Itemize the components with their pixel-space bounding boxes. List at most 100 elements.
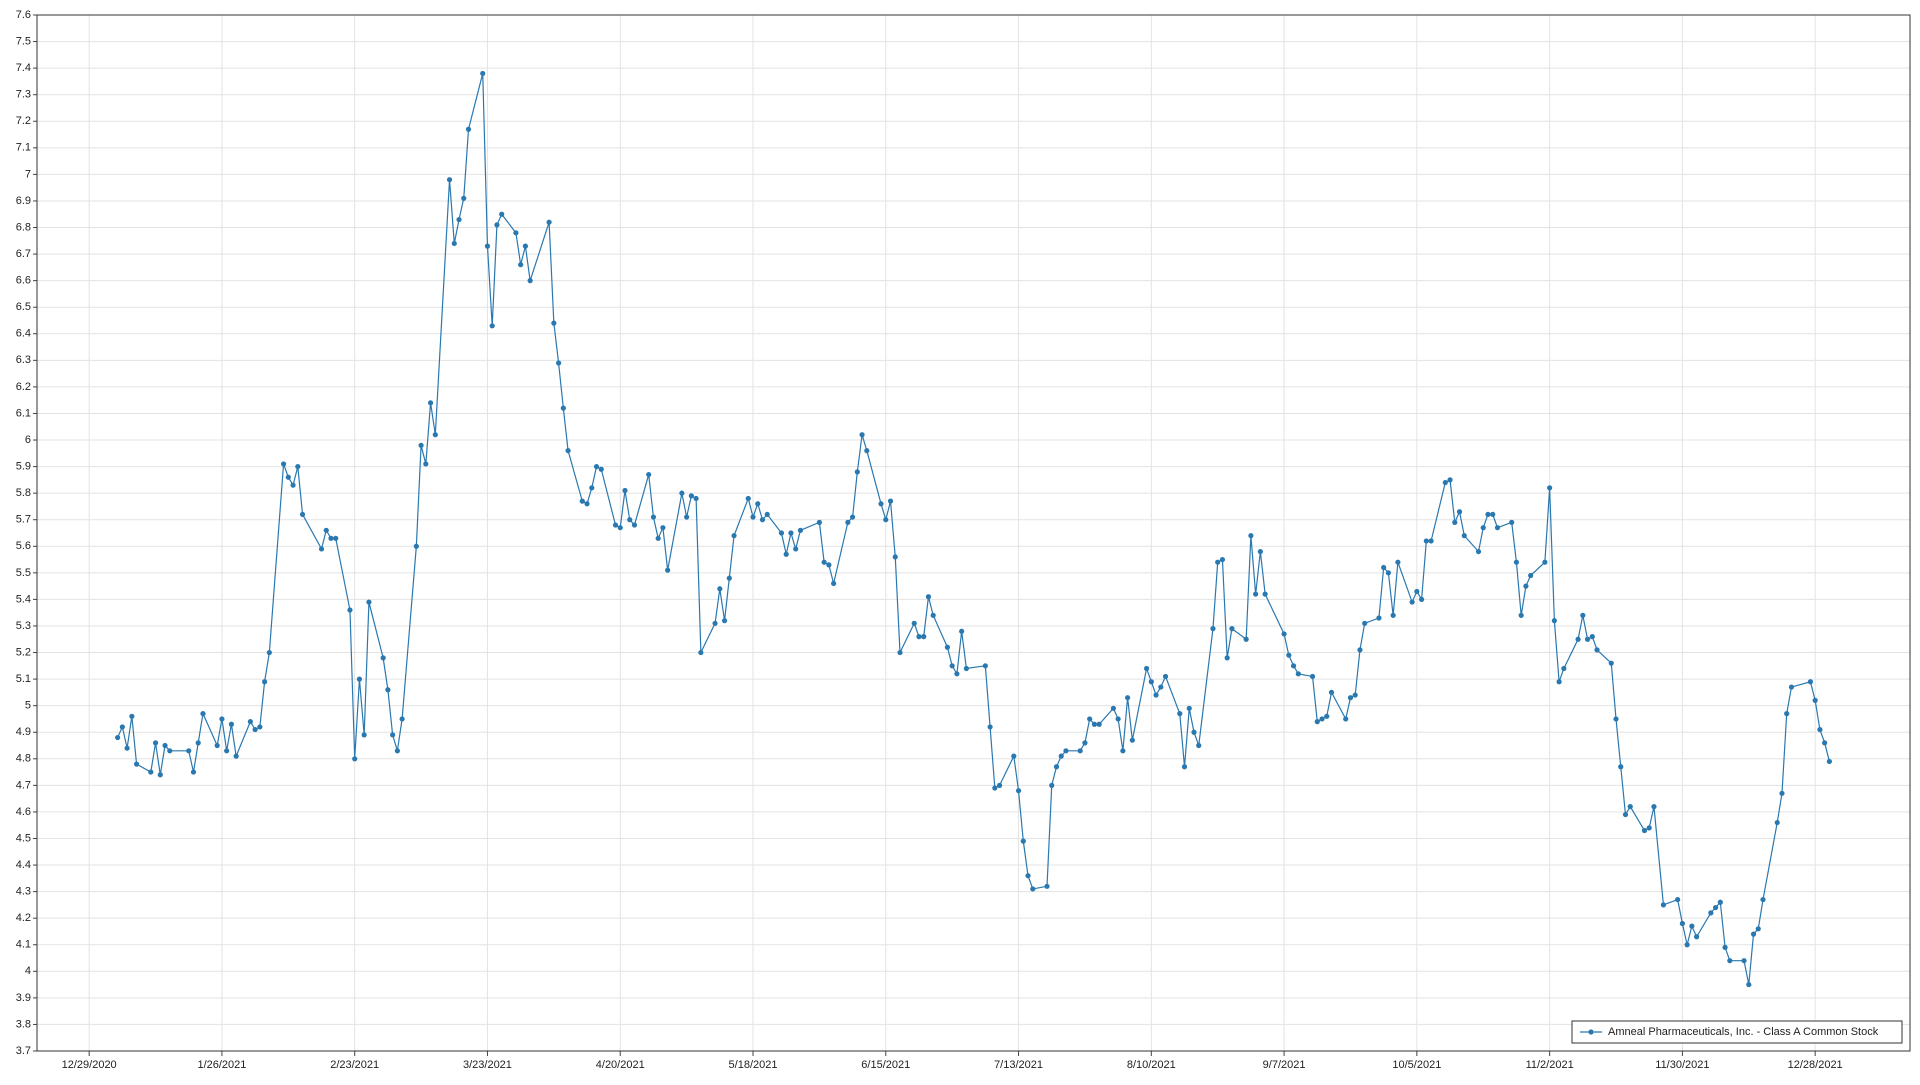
data-point [797,527,804,533]
data-point [124,745,130,751]
data-point [1523,583,1529,589]
data-point [423,461,429,467]
data-point [1248,533,1254,539]
data-point [352,756,358,762]
data-point [518,262,524,268]
data-point [916,634,922,640]
data-point [214,742,220,749]
x-tick-label: 10/5/2021 [1392,1059,1441,1071]
data-point [1129,737,1135,743]
data-point [1219,556,1226,563]
data-point [233,753,239,759]
data-point [1253,591,1259,597]
data-point [1589,634,1595,640]
data-point [1518,612,1524,618]
data-point [598,466,604,472]
y-tick-label: 5.7 [16,514,31,526]
data-point [1651,804,1657,810]
data-point [1077,748,1083,754]
data-point [456,216,462,223]
data-point [418,442,424,448]
data-point [1030,886,1036,892]
data-point [1641,827,1648,834]
data-point [157,772,163,778]
y-tick-label: 4.1 [16,939,31,951]
y-tick-label: 5.4 [16,593,31,605]
y-tick-label: 5.3 [16,620,31,632]
y-tick-label: 6.8 [16,221,31,233]
data-point [660,525,666,531]
data-point [119,724,125,730]
data-point [446,177,453,183]
data-point [684,514,690,520]
data-point [1153,692,1159,698]
data-point [385,687,391,693]
data-point [129,713,135,719]
data-point [1347,695,1354,701]
data-point [1822,740,1828,746]
data-point [1461,533,1467,539]
data-point [295,463,301,470]
y-tick-label: 5.1 [16,673,31,685]
data-point [328,535,334,541]
data-point [513,230,519,236]
data-point [1125,695,1131,701]
y-tick-label: 7.3 [16,89,31,101]
x-tick-label: 5/18/2021 [729,1059,778,1071]
data-point [1618,764,1624,770]
data-point [200,711,206,717]
data-point [1755,926,1761,932]
data-point [1418,596,1425,603]
data-point [1760,896,1766,903]
data-point [366,599,372,605]
data-point [1722,944,1728,951]
data-point [1115,716,1121,722]
data-point [1812,697,1818,703]
data-point [778,530,785,536]
data-point [911,620,917,626]
x-tick-label: 12/29/2020 [62,1059,117,1071]
data-point [755,501,761,507]
data-point [1385,570,1392,576]
data-point [1594,647,1600,653]
data-point [323,527,329,533]
data-point [1788,684,1795,690]
data-point [731,533,737,539]
data-point [1660,902,1667,908]
data-point [1485,511,1491,518]
data-point [1817,726,1823,733]
data-point [266,649,272,656]
data-point [1224,655,1230,661]
data-point [1352,692,1358,698]
data-point [788,530,794,536]
y-tick-label: 7.2 [16,115,31,127]
data-point [745,495,751,502]
data-point [1826,758,1832,765]
data-point [186,748,192,754]
y-tick-label: 3.8 [16,1018,31,1030]
data-point [655,535,661,541]
data-point [1689,923,1695,929]
data-point [996,782,1003,788]
data-point [1556,679,1562,685]
data-point [356,676,363,682]
data-point [1679,920,1685,927]
data-point [1011,753,1017,759]
data-point [698,649,704,656]
data-point [560,405,566,411]
data-point [987,724,993,730]
data-point [1646,825,1652,831]
y-tick-label: 6.6 [16,275,31,287]
data-point [390,732,396,738]
data-point [1063,748,1069,754]
data-point [622,487,628,494]
y-tick-label: 5.6 [16,540,31,552]
data-point [1328,689,1335,695]
data-point [1058,753,1064,759]
data-point [826,562,832,568]
data-point [1357,647,1363,653]
data-point [1215,559,1221,565]
data-point [1191,729,1197,735]
data-point [1281,631,1287,637]
